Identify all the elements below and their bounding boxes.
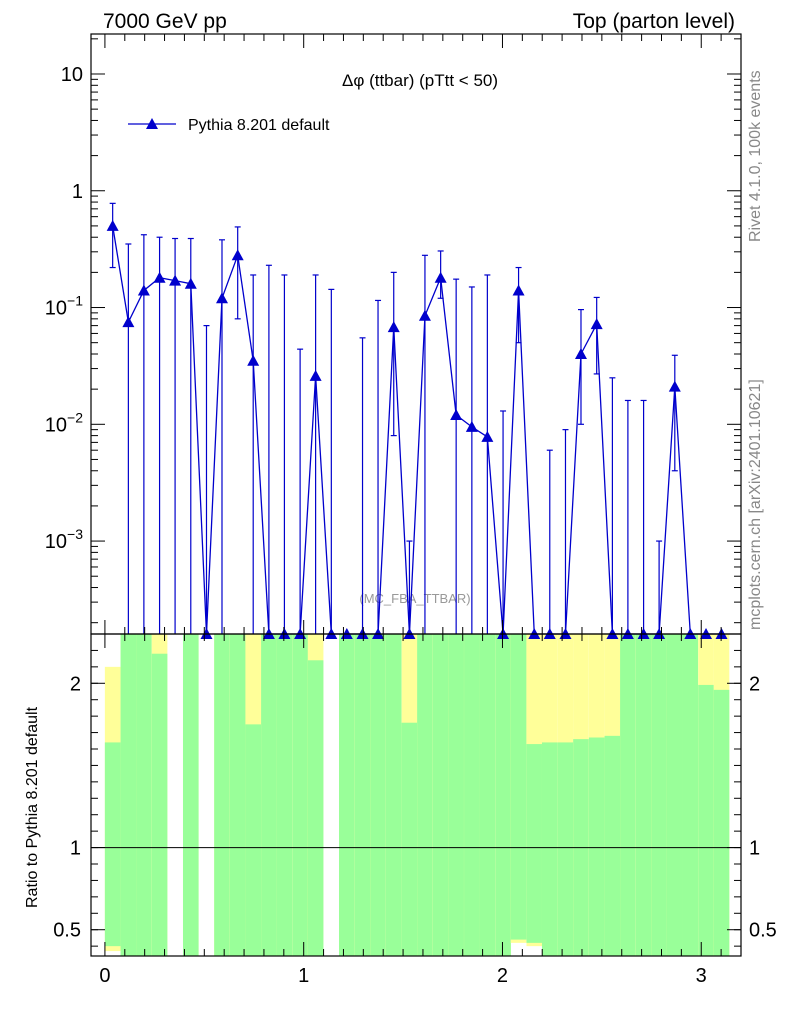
ratio-band-inner [120, 634, 137, 956]
ratio-band-inner [354, 634, 371, 956]
ratio-tick-label-right: 0.5 [749, 920, 777, 942]
ratio-band-inner [588, 737, 605, 956]
ratio-band-inner [214, 634, 230, 956]
ratio-y-label: Ratio to Pythia 8.201 default [24, 706, 41, 908]
ratio-band-inner [448, 634, 464, 956]
x-tick-label: 3 [696, 965, 707, 987]
data-point [418, 309, 431, 321]
legend-marker-icon [146, 118, 158, 129]
mcplots-label: mcplots.cern.ch [arXiv:2401.10621] [747, 379, 764, 630]
legend-label: Pythia 8.201 default [188, 117, 330, 134]
data-point [122, 316, 135, 328]
ratio-tick-label-right: 1 [749, 838, 760, 860]
header-right: Top (parton level) [573, 10, 735, 33]
ratio-band-inner [557, 742, 574, 956]
ratio-band-inner [182, 634, 199, 956]
data-point [450, 409, 463, 421]
header-left: 7000 GeV pp [103, 10, 227, 33]
ratio-band [104, 634, 730, 956]
ratio-band-inner [136, 634, 152, 956]
ratio-band-inner [651, 634, 667, 956]
analysis-annotation: (MC_FBA_TTBAR) [359, 591, 470, 606]
data-point [512, 284, 525, 296]
ratio-band-inner [620, 634, 636, 956]
ratio-plot-frame [90, 633, 742, 957]
ratio-tick-label-left: 0.5 [53, 920, 81, 942]
ratio-band-inner [261, 634, 277, 956]
data-point [184, 277, 197, 289]
y-tick-label: 10−3 [45, 526, 83, 553]
ratio-band-inner [510, 634, 527, 940]
ratio-band-inner [292, 634, 308, 956]
ratio-band-inner [682, 634, 699, 956]
ratio-band-inner [417, 634, 433, 956]
ratio-band-inner [479, 634, 496, 956]
ratio-band-inner [229, 634, 246, 956]
data-point [137, 284, 150, 296]
y-tick-label: 1 [72, 181, 83, 203]
axes-group [90, 33, 742, 957]
x-tick-label: 0 [99, 965, 110, 987]
data-point [231, 249, 244, 261]
series-group [106, 202, 728, 639]
data-point [215, 292, 228, 304]
ratio-band-inner [464, 634, 480, 956]
data-point [169, 274, 182, 286]
ratio-band-inner [245, 724, 262, 956]
rivet-label: Rivet 4.1.0, 100k events [747, 70, 764, 242]
data-point [590, 318, 603, 330]
ratio-band-inner [495, 634, 511, 956]
ratio-band-inner [151, 653, 168, 956]
data-point [668, 380, 681, 392]
legend: Pythia 8.201 default [128, 117, 330, 134]
ratio-band-inner [526, 744, 543, 943]
x-tick-label: 1 [298, 965, 309, 987]
series-line [112, 225, 722, 635]
data-point [106, 219, 119, 231]
y-tick-label: 10−2 [45, 409, 83, 436]
data-point [153, 271, 166, 283]
ratio-band-inner [307, 660, 324, 956]
ratio-band-inner [713, 689, 730, 956]
ratio-band-inner [385, 634, 402, 956]
data-point [481, 430, 494, 442]
ratio-band-inner [104, 742, 121, 947]
plot-title: Δφ (ttbar) (pTtt < 50) [342, 71, 498, 90]
ratio-band-inner [401, 722, 418, 956]
ratio-tick-label-left: 2 [70, 673, 81, 695]
ratio-band-inner [635, 634, 652, 956]
data-point [247, 354, 260, 366]
ratio-band-inner [541, 742, 558, 956]
data-point [387, 321, 400, 333]
ratio-band-inner [698, 684, 714, 956]
ratio-band-inner [370, 634, 386, 956]
data-point [434, 271, 447, 283]
ratio-band-inner [604, 735, 621, 956]
ratio-band-inner [276, 634, 293, 956]
x-tick-label: 2 [497, 965, 508, 987]
data-point [309, 369, 322, 381]
data-point [465, 420, 478, 432]
y-tick-label: 10−1 [45, 293, 83, 320]
ratio-tick-label-left: 1 [70, 838, 81, 860]
y-tick-label: 10 [61, 64, 83, 86]
ratio-band-inner [667, 634, 683, 956]
ratio-band-inner [339, 634, 355, 956]
ratio-tick-label-right: 2 [749, 673, 760, 695]
ratio-band-inner [432, 634, 449, 956]
data-point [574, 347, 587, 359]
